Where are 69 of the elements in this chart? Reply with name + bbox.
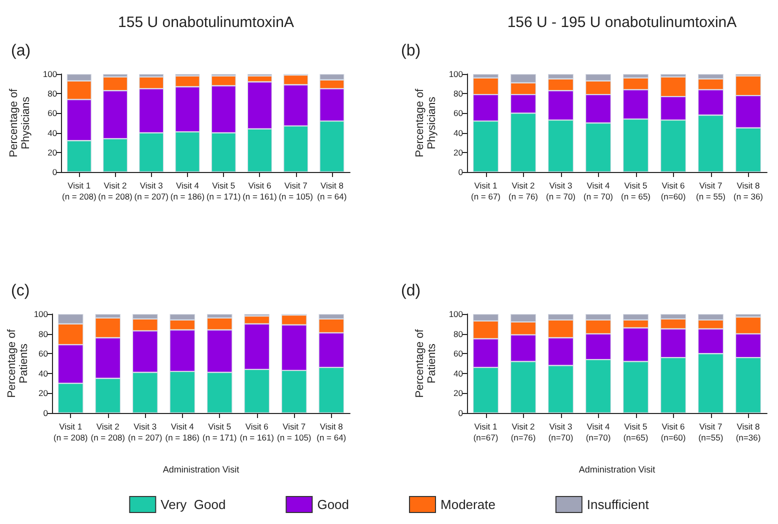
x-tick-label: Visit 6 (n = 161) (242, 180, 278, 202)
x-tick-label: Visit 6 (n = 161) (240, 422, 274, 442)
x-tick-label: Visit 4 (n = 186) (170, 180, 205, 202)
y-tick-label: 80 (48, 88, 58, 99)
x-tick-label: Visit 3 (n = 70) (546, 180, 576, 202)
y-axis-title: Percentage of Patients (414, 328, 438, 398)
x-tick-label: Visit 8 (n = 64) (316, 422, 346, 442)
x-tick-label: Visit 1 (n = 208) (53, 422, 88, 442)
legend-label: Moderate (440, 497, 496, 512)
x-tick-label: Visit 7 (n = 105) (276, 422, 312, 442)
y-tick-label: 40 (38, 368, 48, 378)
x-tick-label: Visit 4 (n=70) (586, 422, 611, 442)
y-axis-title: Percentage of Patients (6, 328, 30, 398)
x-tick-label: Visit 4 (n = 70) (583, 180, 614, 202)
x-axis-title: Administration Visit (578, 464, 656, 474)
legend-label: Insufficient (586, 497, 650, 512)
x-axis-title: Administration Visit (162, 464, 240, 474)
x-tick-label: Visit 3 (n=70) (548, 422, 574, 442)
x-tick-label: Visit 8 (n = 36) (733, 180, 764, 202)
y-tick-label: 60 (454, 348, 464, 359)
x-tick-label: Visit 5 (n = 171) (206, 180, 241, 202)
chart-title: 156 U - 195 U onabotulinumtoxinA (507, 14, 737, 31)
y-tick-label: 0 (52, 167, 58, 177)
x-tick-label: Visit 1 (n=67) (473, 422, 498, 442)
y-tick-label: 80 (454, 88, 464, 99)
y-tick-label: 40 (454, 128, 464, 138)
text: (b) (401, 42, 421, 60)
y-tick-label: 20 (454, 388, 464, 398)
x-tick-label: Visit 7 (n=55) (698, 422, 724, 442)
text: (a) (11, 42, 31, 60)
text: (c) (11, 282, 30, 300)
x-tick-label: Visit 3 (n = 207) (134, 180, 169, 202)
y-tick-label: 80 (454, 328, 464, 339)
y-tick-label: 60 (38, 348, 48, 359)
legend-label: Very Good (160, 497, 226, 512)
y-tick-label: 20 (38, 388, 48, 398)
x-tick-label: Visit 1 (n = 208) (62, 180, 96, 202)
x-tick-label: Visit 5 (n = 65) (620, 180, 651, 202)
y-tick-label: 40 (454, 368, 464, 378)
x-tick-label: Visit 6 (n=60) (660, 180, 686, 202)
x-tick-label: Visit 2 (n = 208) (90, 422, 126, 442)
x-tick-label: Visit 7 (n = 55) (696, 180, 726, 202)
text: (d) (401, 282, 421, 300)
y-tick-label: 80 (38, 328, 48, 339)
x-tick-label: Visit 5 (n=65) (623, 422, 648, 442)
y-tick-label: 100 (34, 309, 48, 319)
y-tick-label: 100 (42, 69, 58, 79)
x-tick-label: Visit 2 (n = 76) (508, 180, 538, 202)
x-tick-label: Visit 5 (n = 171) (202, 422, 237, 442)
chart-title: 155 U onabotulinumtoxinA (118, 14, 294, 31)
y-axis-title: Percentage of Physicians (414, 88, 438, 158)
x-tick-label: Visit 2 (n=76) (510, 422, 536, 442)
x-tick-label: Visit 8 (n=36) (736, 422, 761, 442)
y-tick-label: 20 (48, 147, 58, 158)
y-tick-label: 40 (48, 128, 58, 138)
x-tick-label: Visit 7 (n = 105) (278, 180, 314, 202)
y-axis-title: Percentage of Physicians (8, 88, 32, 158)
x-tick-label: Visit 2 (n = 208) (98, 180, 133, 202)
y-tick-label: 100 (448, 309, 464, 319)
y-tick-label: 60 (48, 108, 58, 118)
x-tick-label: Visit 1 (n = 67) (470, 180, 501, 202)
y-tick-label: 100 (448, 69, 464, 79)
legend-label: Good (317, 497, 350, 512)
x-tick-label: Visit 8 (n = 64) (317, 180, 347, 202)
y-tick-label: 20 (454, 147, 464, 158)
x-tick-label: Visit 6 (n=60) (660, 422, 686, 442)
x-tick-label: Visit 3 (n = 207) (128, 422, 162, 442)
x-tick-label: Visit 4 (n = 186) (165, 422, 200, 442)
y-tick-label: 60 (454, 108, 464, 118)
